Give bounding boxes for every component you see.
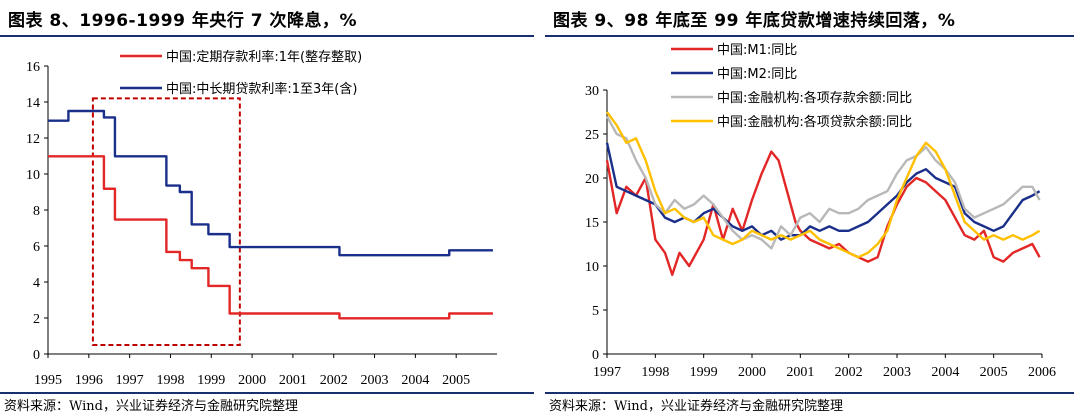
left-chart-legend-label-2: 中国:中长期贷款利率:1至3年(含) (166, 81, 357, 97)
right-chart-title: 图表 9、98 年底至 99 年底贷款增速持续回落，% (553, 11, 956, 31)
right-chart-y-tick-label: 25 (585, 128, 599, 143)
right-chart-y-tick-label: 0 (592, 348, 599, 363)
right-chart-series-line-4 (606, 111, 1041, 259)
right-chart-y-tick-label: 10 (585, 260, 599, 275)
left-chart-y-tick-label: 0 (33, 348, 40, 363)
right-chart-x-tick-label: 2000 (738, 365, 766, 380)
left-chart-y-tick-label: 16 (26, 60, 40, 75)
left-chart-y-tick-label: 8 (33, 204, 40, 219)
left-chart-series-line-2 (48, 109, 493, 257)
left-chart-y-tick-label: 4 (33, 276, 40, 291)
left-chart-x-tick-label: 2000 (238, 373, 266, 388)
right-chart-legend-label-4: 中国:金融机构:各项贷款余额:同比 (717, 114, 912, 130)
right-source-note: 资料来源：Wind，兴业证券经济与金融研究院整理 (549, 399, 843, 414)
right-chart-svg: 0 5 10 15 20 25 30 1997 1998 1999 2000 2001 2002 2003… (585, 43, 1056, 380)
left-source-note: 资料来源：Wind，兴业证券经济与金融研究院整理 (4, 399, 298, 414)
right-chart-legend-label-2: 中国:M2:同比 (717, 67, 797, 82)
right-chart-y-tick-label: 20 (585, 172, 599, 187)
right-chart-x-tick-label: 1998 (641, 365, 669, 380)
right-chart-legend-label-3: 中国:金融机构:各项存款余额:同比 (717, 90, 912, 106)
right-chart-y-tick-label: 30 (585, 84, 599, 99)
left-chart-y-tick-label: 6 (33, 240, 40, 255)
left-chart-x-tick-label: 1996 (75, 373, 103, 388)
left-top-rule (0, 35, 534, 37)
left-chart-y-tick-label: 14 (26, 96, 40, 111)
right-chart-series-line-3 (605, 115, 1041, 250)
left-chart-x-tick-label: 2004 (401, 373, 429, 388)
left-chart-x-tick-label: 2003 (361, 373, 389, 388)
right-chart-x-tick-label: 2001 (786, 365, 814, 380)
right-chart-legend-label-1: 中国:M1:同比 (717, 43, 797, 58)
right-chart-series-line-2 (605, 142, 1041, 241)
right-top-rule (545, 35, 1074, 37)
left-chart-x-tick-label: 1995 (34, 373, 62, 388)
left-bottom-rule (0, 392, 534, 394)
left-chart-svg: 0 2 4 6 8 10 12 14 16 1995 1996 1997 1998 1999 2000 200… (26, 49, 497, 388)
left-chart-series-line-1 (48, 155, 493, 320)
left-chart-highlight-box (91, 97, 241, 347)
left-chart-x-tick-label: 1998 (156, 373, 184, 388)
right-chart-x-tick-label: 2005 (980, 365, 1008, 380)
right-chart-y-tick-label: 15 (585, 216, 599, 231)
left-chart-title: 图表 8、1996-1999 年央行 7 次降息，% (8, 11, 358, 31)
left-chart-y-tick-label: 2 (33, 312, 40, 327)
left-chart-x-tick-label: 2001 (279, 373, 307, 388)
right-chart-x-tick-label: 2004 (931, 365, 959, 380)
left-chart-x-tick-label: 2002 (320, 373, 348, 388)
right-chart-x-tick-label: 1999 (690, 365, 718, 380)
left-chart-panel: 图表 8、1996-1999 年央行 7 次降息，% 0 2 4 6 8 10 12 14 16… (0, 0, 540, 414)
left-chart-x-tick-label: 1999 (197, 373, 225, 388)
right-chart-x-tick-label: 2006 (1028, 365, 1056, 380)
left-chart-y-tick-label: 12 (26, 132, 40, 147)
right-bottom-rule (545, 392, 1074, 394)
left-chart-x-tick-label: 1997 (116, 373, 144, 388)
right-chart-y-tick-label: 5 (592, 304, 599, 319)
left-chart-y-tick-label: 10 (26, 168, 40, 183)
right-chart-panel: 图表 9、98 年底至 99 年底贷款增速持续回落，% 0 5 10 15 20 25 30… (545, 0, 1080, 414)
right-chart-x-tick-label: 2003 (883, 365, 911, 380)
right-chart-series-line-1 (605, 150, 1041, 276)
right-chart-x-tick-label: 2002 (835, 365, 863, 380)
left-chart-legend-label-1: 中国:定期存款利率:1年(整存整取) (166, 49, 362, 65)
right-chart-x-tick-label: 1997 (593, 365, 621, 380)
left-chart-x-tick-label: 2005 (442, 373, 470, 388)
